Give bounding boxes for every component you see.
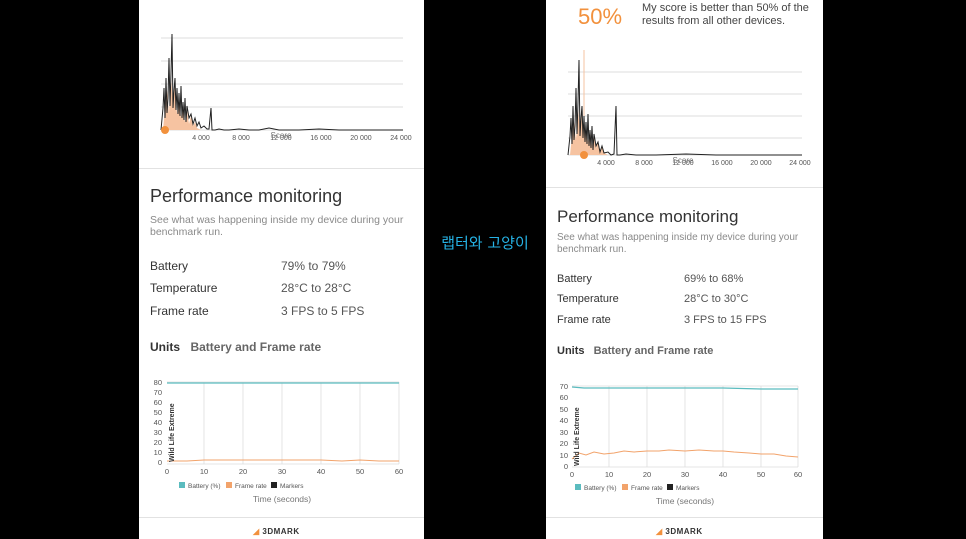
chart-side-label: Wild Life Extreme — [169, 403, 176, 462]
svg-text:10: 10 — [605, 470, 613, 479]
perf-description: See what was happening inside my device … — [557, 232, 799, 255]
svg-text:60: 60 — [154, 398, 162, 407]
svg-text:20: 20 — [643, 470, 651, 479]
chart-legend: Battery (%) Frame rate Markers — [575, 484, 700, 492]
battery-value: 69% to 68% — [684, 273, 744, 285]
svg-text:24 000: 24 000 — [789, 160, 811, 167]
battery-label: Battery — [150, 259, 189, 273]
svg-text:50: 50 — [356, 467, 364, 476]
units-label: Units — [557, 345, 585, 357]
hist-x-ticks: 4 000 8 000 12 000 16 000 20 000 24 000 — [597, 160, 811, 167]
svg-text:0: 0 — [564, 462, 568, 471]
svg-text:30: 30 — [278, 467, 286, 476]
temperature-value: 28°C to 28°C — [281, 281, 352, 295]
chart-x-label: Time (seconds) — [656, 496, 714, 506]
temperature-label: Temperature — [150, 281, 218, 295]
hist-x-label: Score — [271, 131, 292, 140]
score-distribution-chart: 4 000 8 000 12 000 16 000 20 000 24 000 … — [567, 50, 811, 167]
svg-text:30: 30 — [560, 428, 568, 437]
svg-text:Frame rate: Frame rate — [631, 485, 663, 492]
footer-divider — [546, 517, 823, 518]
svg-text:70: 70 — [154, 388, 162, 397]
3dmark-logo: ◢ 3DMARK — [656, 527, 703, 536]
svg-text:60: 60 — [395, 467, 403, 476]
svg-text:20 000: 20 000 — [750, 160, 772, 167]
chart-legend: Battery (%) Frame rate Markers — [179, 482, 304, 490]
svg-text:40: 40 — [154, 418, 162, 427]
units-selector[interactable]: Units Battery and Frame rate — [150, 338, 321, 356]
svg-text:8 000: 8 000 — [232, 135, 250, 142]
svg-text:Markers: Markers — [676, 485, 700, 492]
svg-text:4 000: 4 000 — [192, 135, 210, 142]
logo-mark-icon: ◢ — [656, 527, 663, 536]
battery-label: Battery — [557, 273, 592, 285]
svg-text:16 000: 16 000 — [711, 160, 733, 167]
framerate-label: Frame rate — [150, 304, 209, 318]
monitoring-chart: 80 70 60 50 40 30 20 10 0 0 10 20 30 40 … — [154, 378, 404, 504]
svg-text:30: 30 — [154, 428, 162, 437]
svg-text:24 000: 24 000 — [390, 135, 412, 142]
svg-text:20: 20 — [560, 439, 568, 448]
svg-text:40: 40 — [719, 470, 727, 479]
temperature-label: Temperature — [557, 293, 619, 305]
svg-text:16 000: 16 000 — [310, 135, 332, 142]
svg-text:10: 10 — [200, 467, 208, 476]
svg-text:40: 40 — [317, 467, 325, 476]
svg-text:20: 20 — [154, 438, 162, 447]
score-percentile: 50% — [578, 4, 623, 29]
section-divider — [139, 168, 424, 169]
units-value[interactable]: Battery and Frame rate — [190, 340, 322, 354]
battery-value: 79% to 79% — [281, 259, 346, 273]
svg-text:50: 50 — [154, 408, 162, 417]
logo-mark-icon: ◢ — [253, 527, 260, 536]
temperature-value: 28°C to 30°C — [684, 293, 749, 305]
perf-title: Performance monitoring — [557, 207, 739, 226]
svg-text:Frame rate: Frame rate — [235, 483, 267, 490]
svg-text:Battery (%): Battery (%) — [188, 483, 221, 490]
svg-text:60: 60 — [794, 470, 802, 479]
svg-text:20 000: 20 000 — [350, 135, 372, 142]
score-distribution-chart: 4 000 8 000 12 000 16 000 20 000 24 000 … — [160, 33, 412, 142]
units-value[interactable]: Battery and Frame rate — [593, 345, 714, 357]
svg-text:12 000: 12 000 — [270, 135, 292, 142]
left-result-panel: 4 000 8 000 12 000 16 000 20 000 24 000 … — [139, 0, 424, 539]
svg-text:4 000: 4 000 — [597, 160, 615, 167]
units-selector[interactable]: Units Battery and Frame rate — [557, 345, 713, 357]
svg-text:70: 70 — [560, 382, 568, 391]
svg-text:30: 30 — [681, 470, 689, 479]
monitoring-chart: 70 60 50 40 30 20 10 0 0 10 20 30 40 50 … — [560, 382, 803, 506]
svg-text:10: 10 — [560, 451, 568, 460]
units-label: Units — [150, 340, 180, 354]
framerate-label: Frame rate — [557, 314, 611, 326]
framerate-value: 3 FPS to 5 FPS — [281, 304, 365, 318]
overlay-caption: 랩터와 고양이 — [441, 234, 529, 252]
perf-description: See what was happening inside my device … — [150, 214, 404, 238]
svg-text:40: 40 — [560, 416, 568, 425]
svg-text:20: 20 — [239, 467, 247, 476]
chart-side-label: Wild Life Extreme — [574, 407, 581, 466]
score-comparison-text: My score is better than 50% of the resul… — [642, 2, 809, 27]
footer-divider — [139, 517, 424, 518]
chart-x-label: Time (seconds) — [253, 494, 311, 504]
3dmark-logo: ◢ 3DMARK — [253, 527, 300, 536]
svg-text:60: 60 — [560, 393, 568, 402]
hist-x-label: Score — [673, 156, 694, 165]
svg-text:50: 50 — [757, 470, 765, 479]
framerate-value: 3 FPS to 15 FPS — [684, 314, 767, 326]
section-divider — [546, 187, 823, 188]
svg-text:80: 80 — [154, 378, 162, 387]
perf-title: Performance monitoring — [150, 186, 343, 206]
svg-text:0: 0 — [165, 467, 169, 476]
svg-text:Battery (%): Battery (%) — [584, 485, 617, 492]
svg-text:8 000: 8 000 — [635, 160, 653, 167]
hist-x-ticks: 4 000 8 000 12 000 16 000 20 000 24 000 — [192, 135, 412, 142]
svg-text:12 000: 12 000 — [672, 160, 694, 167]
right-result-panel: 50% My score is better than 50% of the r… — [546, 0, 823, 539]
svg-text:0: 0 — [158, 458, 162, 467]
svg-text:10: 10 — [154, 448, 162, 457]
svg-text:Markers: Markers — [280, 483, 304, 490]
svg-text:50: 50 — [560, 405, 568, 414]
svg-text:0: 0 — [570, 470, 574, 479]
